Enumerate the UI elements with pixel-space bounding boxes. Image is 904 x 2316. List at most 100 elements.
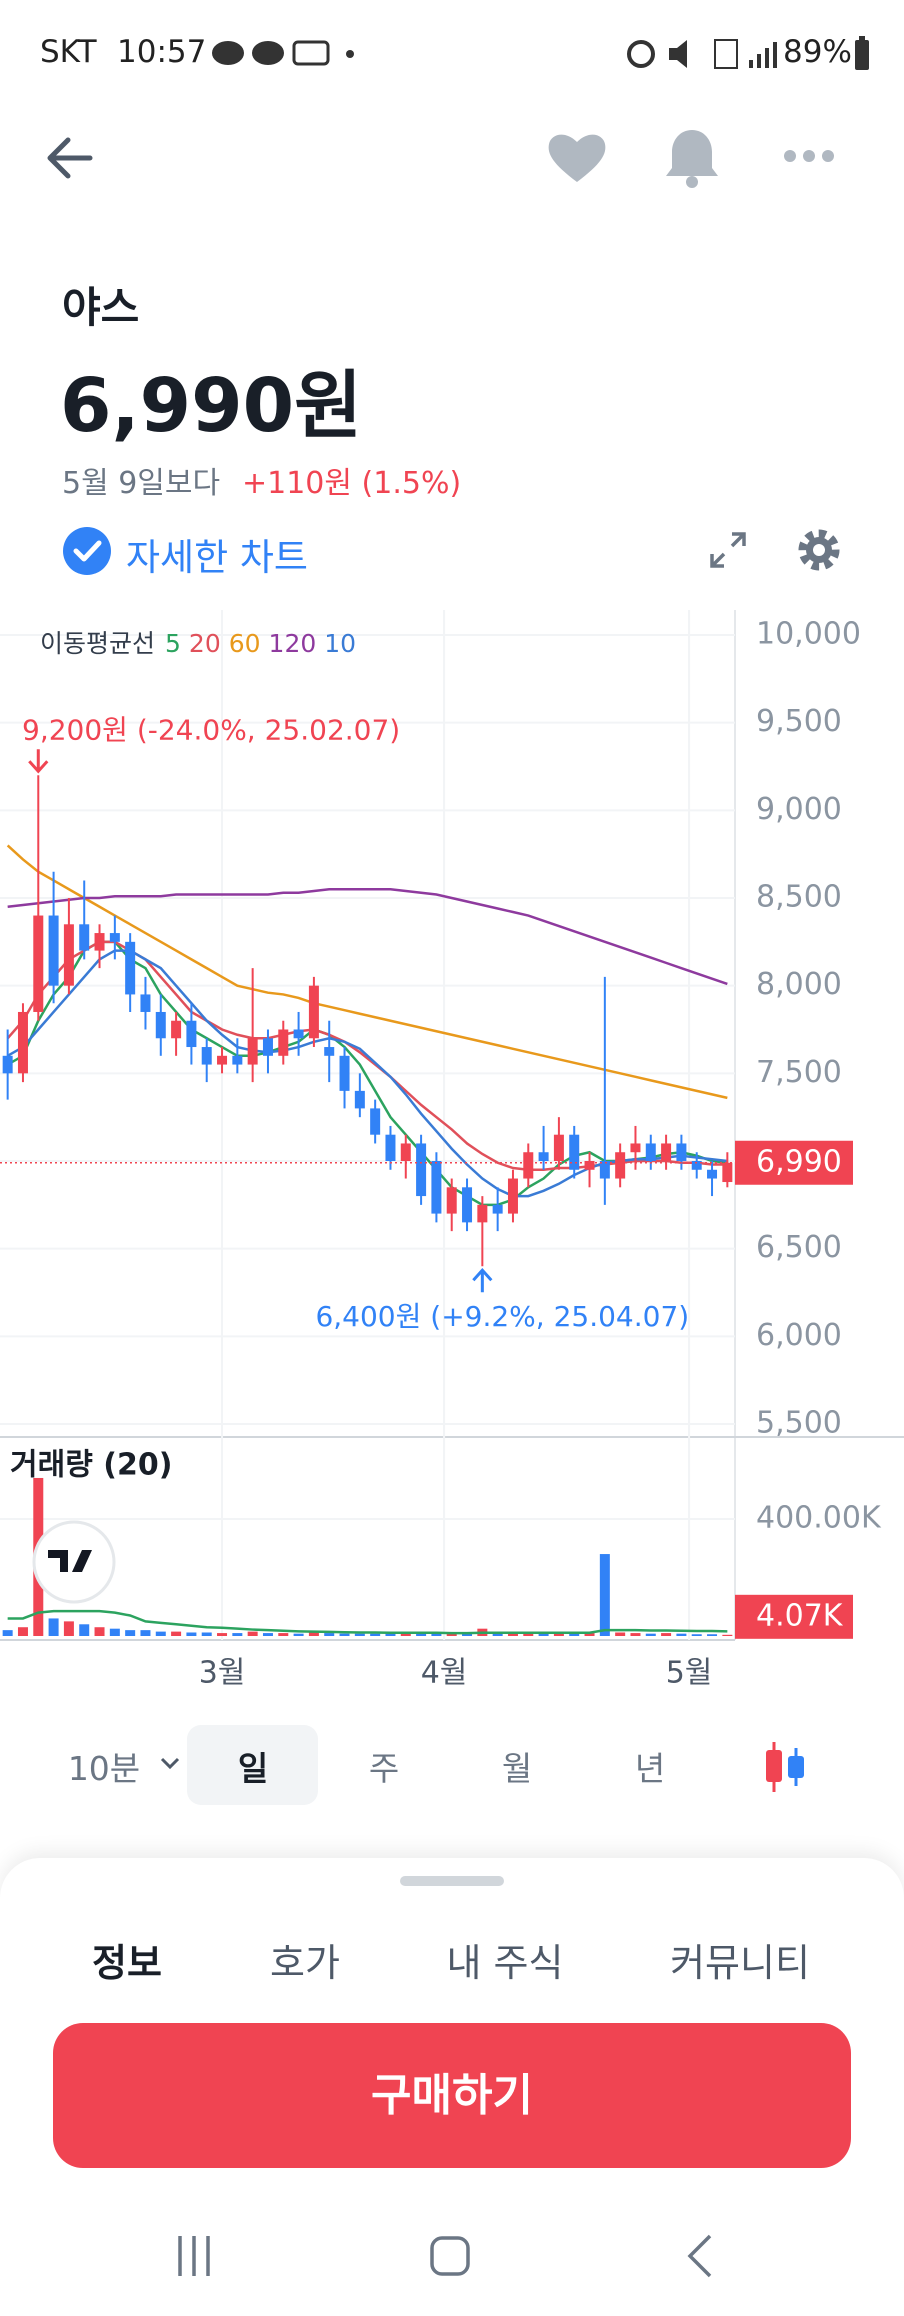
- volume-bar: [125, 1630, 136, 1636]
- last-price-label: 6,990: [756, 1144, 842, 1179]
- candle-body: [232, 1055, 243, 1065]
- candle-body: [492, 1204, 503, 1214]
- last-volume-label: 4.07K: [756, 1598, 844, 1633]
- period-tab[interactable]: 월: [501, 1749, 533, 1788]
- volume-bar: [691, 1634, 702, 1636]
- volume-title: 거래량 (20): [10, 1448, 172, 1483]
- period-tab[interactable]: 년: [634, 1749, 666, 1788]
- volume-bar: [584, 1633, 595, 1636]
- period-tab[interactable]: 10분: [67, 1749, 141, 1788]
- system-icons: [627, 39, 777, 69]
- candle-body: [630, 1143, 641, 1153]
- y-tick-label: 7,500: [756, 1055, 842, 1090]
- volume-bar: [354, 1633, 365, 1636]
- price-change: +110원 (1.5%): [242, 466, 462, 501]
- volume-bar: [661, 1633, 672, 1636]
- y-tick-label: 10,000: [756, 617, 861, 652]
- clock: 10:57: [117, 34, 207, 70]
- volume-bar: [171, 1631, 182, 1636]
- candle-body: [339, 1055, 350, 1091]
- legend-item: 10: [324, 629, 356, 658]
- candle-body: [217, 1055, 228, 1065]
- buy-button[interactable]: [53, 2023, 851, 2168]
- volume-bar: [278, 1633, 289, 1636]
- last-volume-box: [735, 1594, 853, 1639]
- candle-body: [79, 924, 90, 951]
- x-tick-label: 3월: [199, 1656, 246, 1691]
- alert-button[interactable]: [662, 124, 722, 190]
- volume-bar: [109, 1628, 120, 1636]
- period-selected-bg: [187, 1725, 318, 1805]
- favorite-button[interactable]: [545, 128, 609, 188]
- volume-bar: [293, 1633, 304, 1636]
- high-annotation: 9,200원 (-24.0%, 25.02.07): [22, 713, 400, 746]
- volume-bar: [507, 1633, 518, 1636]
- legend-item: 5: [165, 629, 181, 658]
- volume-bar: [462, 1633, 473, 1636]
- y-tick-label: 9,500: [756, 704, 842, 739]
- candle-body: [477, 1204, 488, 1223]
- expand-button[interactable]: [708, 530, 748, 570]
- detail-check[interactable]: [62, 526, 112, 576]
- candle-body: [33, 915, 44, 1012]
- info-tab[interactable]: 호가: [270, 1941, 340, 1985]
- volume-bar: [186, 1632, 197, 1636]
- settings-button[interactable]: [795, 526, 843, 574]
- buy-button-label[interactable]: 구매하기: [371, 2070, 533, 2121]
- info-tab[interactable]: 커뮤니티: [670, 1941, 810, 1985]
- chart-type-button[interactable]: [760, 1740, 810, 1794]
- low-arrow: [472, 1267, 493, 1293]
- volume-bar: [339, 1633, 350, 1636]
- candle-body: [691, 1161, 702, 1170]
- back-button[interactable]: [40, 128, 100, 188]
- volume-bar: [630, 1633, 641, 1636]
- candle-body: [171, 1020, 182, 1039]
- info-tab[interactable]: 내 주식: [446, 1941, 564, 1985]
- volume-bar: [492, 1632, 503, 1636]
- candle-body: [354, 1090, 365, 1109]
- candle-body: [2, 1055, 13, 1074]
- candle-body: [370, 1108, 381, 1135]
- volume-bar: [569, 1633, 580, 1636]
- moving-average-line: [7, 887, 728, 986]
- legend-item: 20: [189, 629, 221, 658]
- y-tick-label: 6,500: [756, 1230, 842, 1265]
- navigation-bar: [178, 2234, 712, 2278]
- candle-body: [599, 1161, 610, 1179]
- x-tick-label: 4월: [421, 1656, 468, 1691]
- period-tab[interactable]: 주: [368, 1749, 400, 1788]
- more-button[interactable]: [782, 146, 836, 166]
- candle-body: [94, 933, 105, 951]
- candle-body: [308, 985, 319, 1039]
- candle-body: [262, 1038, 273, 1056]
- moving-average-line: [6, 844, 728, 1100]
- carrier: SKT: [40, 34, 97, 70]
- volume-bar: [538, 1633, 549, 1636]
- info-tab[interactable]: 정보: [92, 1941, 162, 1985]
- candle-body: [507, 1178, 518, 1214]
- volume-bar: [707, 1634, 718, 1636]
- volume-bar: [431, 1633, 442, 1636]
- candle-body: [155, 1011, 166, 1039]
- candle-body: [431, 1161, 442, 1214]
- candle-body: [523, 1152, 534, 1179]
- detail-chart-toggle[interactable]: 자세한 차트: [126, 536, 308, 579]
- y-tick-label: 400.00K: [756, 1500, 882, 1535]
- candle-body: [17, 1011, 28, 1074]
- candle-body: [247, 1038, 258, 1065]
- volume-bar: [385, 1633, 396, 1636]
- tradingview-mark: [48, 1550, 92, 1572]
- period-tab[interactable]: 일: [237, 1749, 269, 1788]
- candle-body: [645, 1143, 656, 1161]
- stock-name: 야스: [62, 283, 140, 332]
- sheet-handle: [400, 1876, 504, 1886]
- legend-item: 120: [269, 629, 317, 658]
- candle-body: [385, 1134, 396, 1161]
- candle-body: [722, 1162, 733, 1183]
- candle-body: [293, 1029, 304, 1039]
- candle-body: [140, 994, 151, 1012]
- x-tick-label: 5월: [666, 1656, 713, 1691]
- period-dropdown-chevron[interactable]: [160, 1756, 180, 1772]
